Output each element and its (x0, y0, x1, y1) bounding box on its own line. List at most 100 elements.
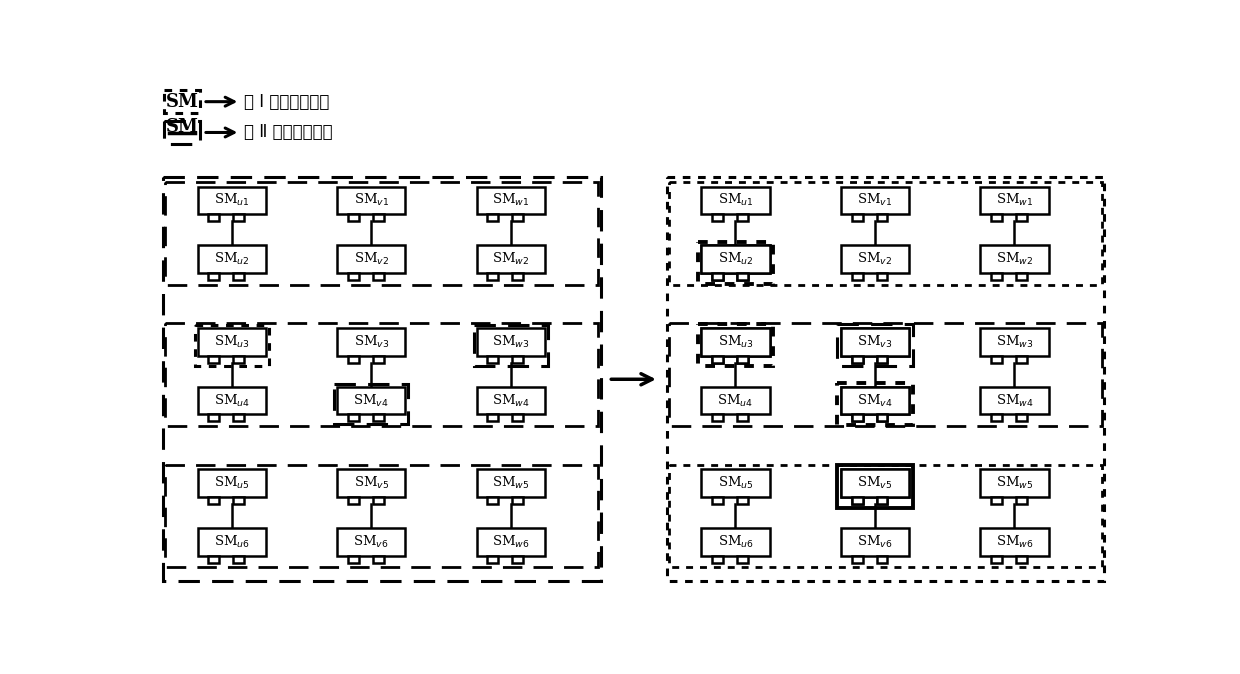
Bar (348, 497, 358, 503)
Bar (164, 121, 200, 144)
Bar (373, 556, 383, 563)
Bar (852, 356, 863, 363)
Text: SM$_{u1}$: SM$_{u1}$ (718, 192, 753, 208)
Text: SM$_{w1}$: SM$_{w1}$ (492, 192, 529, 208)
Bar (474, 325, 548, 365)
Bar (668, 464, 1102, 568)
Bar (737, 214, 748, 221)
Bar (668, 182, 1102, 284)
Text: SM$_{v6}$: SM$_{v6}$ (857, 534, 893, 550)
Bar (991, 415, 1002, 421)
Bar (712, 273, 723, 280)
Bar (712, 415, 723, 421)
Bar (1016, 214, 1027, 221)
Bar (712, 356, 723, 363)
Bar (487, 356, 498, 363)
Bar (1016, 356, 1027, 363)
Bar (852, 415, 863, 421)
Bar (487, 497, 498, 503)
Text: SM$_{v1}$: SM$_{v1}$ (857, 192, 893, 208)
Text: SM$_{u6}$: SM$_{u6}$ (718, 534, 754, 550)
Text: SM$_{w5}$: SM$_{w5}$ (492, 475, 529, 491)
Bar (837, 383, 913, 425)
Bar (877, 497, 888, 503)
Bar (476, 328, 544, 356)
Bar (487, 556, 498, 563)
Text: SM$_{v1}$: SM$_{v1}$ (353, 192, 389, 208)
Text: SM$_{v2}$: SM$_{v2}$ (857, 251, 893, 268)
Bar (668, 324, 1102, 426)
Text: SM$_{v3}$: SM$_{v3}$ (857, 334, 893, 350)
Bar (981, 328, 1049, 356)
Bar (512, 415, 523, 421)
Bar (512, 356, 523, 363)
Bar (702, 245, 770, 273)
Bar (487, 415, 498, 421)
Text: SM$_{u1}$: SM$_{u1}$ (215, 192, 249, 208)
Text: SM: SM (166, 119, 198, 136)
Bar (841, 245, 909, 273)
Text: SM$_{v3}$: SM$_{v3}$ (857, 334, 893, 350)
Text: SM$_{u4}$: SM$_{u4}$ (718, 392, 754, 408)
Bar (712, 214, 723, 221)
Bar (337, 245, 405, 273)
Bar (233, 356, 244, 363)
Bar (877, 273, 888, 280)
Bar (991, 273, 1002, 280)
Text: SM$_{u2}$: SM$_{u2}$ (718, 251, 753, 268)
Bar (877, 356, 888, 363)
Bar (702, 328, 770, 356)
Bar (737, 556, 748, 563)
Bar (233, 556, 244, 563)
Bar (712, 556, 723, 563)
Text: SM$_{u2}$: SM$_{u2}$ (718, 251, 753, 268)
Bar (737, 273, 748, 280)
Bar (697, 324, 774, 367)
Bar (991, 214, 1002, 221)
Text: SM$_{v3}$: SM$_{v3}$ (353, 334, 389, 350)
Bar (837, 324, 913, 367)
Bar (877, 214, 888, 221)
Bar (702, 528, 770, 556)
Bar (373, 273, 383, 280)
Text: SM$_{w2}$: SM$_{w2}$ (996, 251, 1033, 268)
Bar (667, 177, 1105, 582)
Bar (841, 387, 909, 415)
Bar (197, 187, 265, 214)
Bar (852, 415, 863, 421)
Bar (877, 497, 888, 503)
Bar (197, 387, 265, 415)
Bar (702, 187, 770, 214)
Bar (712, 273, 723, 280)
Bar (348, 556, 358, 563)
Bar (165, 324, 598, 426)
Bar (702, 328, 770, 356)
Text: SM$_{u3}$: SM$_{u3}$ (718, 334, 754, 350)
Bar (476, 528, 544, 556)
Bar (337, 328, 405, 356)
Text: SM$_{v4}$: SM$_{v4}$ (857, 392, 893, 408)
Text: SM$_{v4}$: SM$_{v4}$ (857, 392, 893, 408)
Text: 第 Ⅰ 型故障子模块: 第 Ⅰ 型故障子模块 (244, 92, 330, 111)
Text: 第 Ⅱ 型故障子模块: 第 Ⅱ 型故障子模块 (244, 123, 332, 142)
Bar (337, 387, 405, 415)
Bar (837, 465, 913, 508)
Text: SM: SM (166, 92, 198, 111)
Bar (197, 528, 265, 556)
Text: SM$_{w4}$: SM$_{w4}$ (492, 392, 529, 408)
Bar (841, 387, 909, 415)
Bar (197, 328, 265, 356)
Text: SM$_{v6}$: SM$_{v6}$ (353, 534, 389, 550)
Bar (512, 556, 523, 563)
Bar (991, 356, 1002, 363)
Bar (852, 497, 863, 503)
Bar (373, 497, 383, 503)
Text: SM$_{u2}$: SM$_{u2}$ (215, 251, 249, 268)
Bar (852, 214, 863, 221)
Bar (841, 328, 909, 356)
Text: SM$_{v5}$: SM$_{v5}$ (353, 475, 389, 491)
Bar (373, 356, 383, 363)
Text: SM$_{v5}$: SM$_{v5}$ (857, 475, 893, 491)
Bar (208, 497, 219, 503)
Bar (233, 497, 244, 503)
